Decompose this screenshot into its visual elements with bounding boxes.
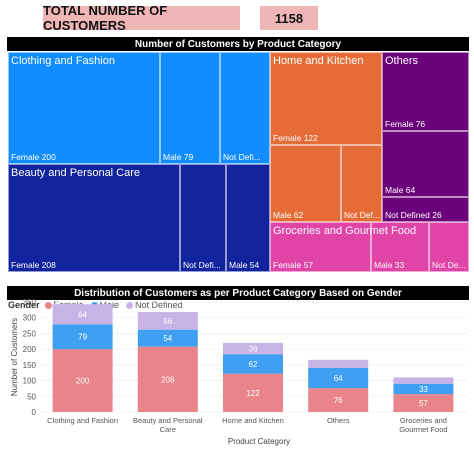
treemap-leaf-label: Not Defi... xyxy=(183,260,221,270)
treemap-leaf-label: Not Def... xyxy=(344,210,380,220)
data-label-female: 57 xyxy=(419,399,428,408)
treemap-tile-clothing-and-fashion-3[interactable]: Not Defi... xyxy=(220,52,270,164)
y-tick-label: 200 xyxy=(23,345,37,354)
treemap-tile-clothing-and-fashion-1[interactable]: Female 200 xyxy=(8,52,160,164)
treemap-tile-home-and-kitchen-3[interactable]: Not Def... xyxy=(341,145,382,222)
total-customers-value: 1158 xyxy=(260,6,318,30)
data-label-female: 208 xyxy=(161,375,175,384)
treemap-leaf-label: Male 64 xyxy=(385,185,416,195)
treemap-tile-beauty-and-personal-care-3[interactable]: Male 54 xyxy=(226,164,270,272)
treemap-leaf-label: Not De... xyxy=(432,260,466,270)
treemap-title: Number of Customers by Product Category xyxy=(7,37,469,51)
y-tick-label: 0 xyxy=(32,408,37,417)
bar-female-groceries-and-gourmet-food[interactable] xyxy=(393,394,454,412)
treemap-tile-home-and-kitchen-2[interactable]: Male 62 xyxy=(270,145,341,222)
y-tick-label: 250 xyxy=(23,329,37,338)
treemap-leaf-label: Male 79 xyxy=(163,152,194,162)
bar-female-beauty-and-personal-care[interactable] xyxy=(137,346,198,412)
y-tick-label: 100 xyxy=(23,377,37,386)
y-tick-label: 50 xyxy=(27,392,36,401)
treemap-leaf-label: Not Defi... xyxy=(223,152,261,162)
data-label-not-defined: 64 xyxy=(78,310,87,319)
y-tick-label: 300 xyxy=(23,314,37,323)
treemap-leaf-label: Female 57 xyxy=(273,260,314,270)
treemap-leaf-label: Not Defined 26 xyxy=(385,210,442,220)
treemap-tile-others-2[interactable]: Male 64 xyxy=(382,131,469,197)
x-tick-label-home-and-kitchen: Home and Kitchen xyxy=(222,416,284,425)
data-label-female: 122 xyxy=(246,389,260,398)
treemap-tile-groceries-and-gourmet-food-3[interactable]: Not De... xyxy=(429,222,469,272)
treemap-leaf-label: Male 62 xyxy=(273,210,304,220)
bar-female-clothing-and-fashion[interactable] xyxy=(52,349,113,412)
bar-not-defined-clothing-and-fashion[interactable] xyxy=(52,304,113,325)
treemap-tile-beauty-and-personal-care-2[interactable]: Not Defi... xyxy=(180,164,226,272)
bar-male-clothing-and-fashion[interactable] xyxy=(52,324,113,350)
bar-not-defined-others[interactable] xyxy=(308,359,369,368)
y-tick-label: 150 xyxy=(23,361,37,370)
treemap-leaf-label: Male 33 xyxy=(374,260,405,270)
treemap-tile-beauty-and-personal-care-1[interactable]: Female 208 xyxy=(8,164,180,272)
data-label-female: 200 xyxy=(76,377,90,386)
data-label-not-defined: 56 xyxy=(163,317,172,326)
data-label-male: 54 xyxy=(163,334,172,343)
legend-dot-not-defined xyxy=(126,301,134,309)
data-label-female: 76 xyxy=(334,396,343,405)
y-axis-title: Number of Customers xyxy=(10,318,19,396)
total-customers-label: TOTAL NUMBER OF CUSTOMERS xyxy=(43,3,240,33)
data-label-male: 62 xyxy=(249,360,258,369)
bar-male-beauty-and-personal-care[interactable] xyxy=(137,329,198,347)
x-tick-label-others: Others xyxy=(327,416,350,425)
legend-dot-female xyxy=(44,301,52,309)
x-tick-label-beauty-and-personal-care: Beauty and Personal Care xyxy=(133,416,203,434)
bar-male-groceries-and-gourmet-food[interactable] xyxy=(393,383,454,395)
bar-not-defined-home-and-kitchen[interactable] xyxy=(223,342,283,355)
x-tick-label-clothing-and-fashion: Clothing and Fashion xyxy=(47,416,118,425)
treemap-leaf-label: Female 122 xyxy=(273,133,318,143)
treemap-tile-others-1[interactable]: Female 76 xyxy=(382,52,469,131)
bar-female-home-and-kitchen[interactable] xyxy=(223,373,283,412)
legend-title: Gender xyxy=(8,300,40,310)
y-tick-label: 350 xyxy=(23,298,37,307)
legend-item-not-defined[interactable]: Not Defined xyxy=(126,300,183,310)
data-label-male: 33 xyxy=(419,385,428,394)
treemap-tile-groceries-and-gourmet-food-1[interactable]: Female 57 xyxy=(270,222,371,272)
treemap-leaf-label: Female 208 xyxy=(11,260,56,270)
x-axis-title: Product Category xyxy=(228,437,290,446)
bar-male-home-and-kitchen[interactable] xyxy=(223,354,283,374)
bar-male-others[interactable] xyxy=(308,368,369,389)
legend-label-not-defined: Not Defined xyxy=(135,300,183,310)
treemap-leaf-label: Female 76 xyxy=(385,119,426,129)
x-tick-label-groceries-and-gourmet-food: Groceries and Gourmet Food xyxy=(399,416,447,434)
treemap-tile-groceries-and-gourmet-food-2[interactable]: Male 33 xyxy=(371,222,429,272)
treemap-tile-others-3[interactable]: Not Defined 26 xyxy=(382,197,469,222)
data-label-not-defined: 36 xyxy=(249,345,258,354)
treemap-tile-clothing-and-fashion-2[interactable]: Male 79 xyxy=(160,52,220,164)
bar-not-defined-beauty-and-personal-care[interactable] xyxy=(137,312,198,330)
treemap-leaf-label: Female 200 xyxy=(11,152,56,162)
data-label-male: 64 xyxy=(334,374,343,383)
data-label-male: 79 xyxy=(78,333,87,342)
bar-not-defined-groceries-and-gourmet-food[interactable] xyxy=(393,377,454,384)
treemap-leaf-label: Male 54 xyxy=(229,260,260,270)
bar-female-others[interactable] xyxy=(308,388,369,412)
treemap-tile-home-and-kitchen-1[interactable]: Female 122 xyxy=(270,52,382,145)
bar-chart-title: Distribution of Customers as per Product… xyxy=(7,286,469,300)
